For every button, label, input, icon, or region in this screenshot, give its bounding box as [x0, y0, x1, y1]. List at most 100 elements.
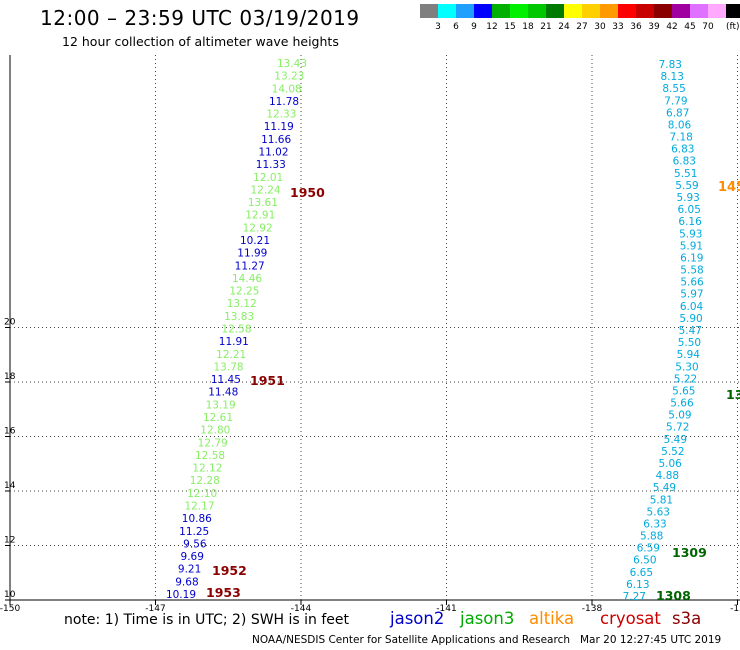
- wave-height-value: 13.23: [274, 71, 304, 83]
- legend-swatch: [420, 4, 438, 18]
- wave-height-value: 6.33: [643, 518, 666, 530]
- wave-height-value: 14.08: [272, 83, 302, 95]
- wave-height-value: 12.79: [198, 437, 228, 449]
- wave-height-value: 6.65: [630, 567, 653, 579]
- credit-line: NOAA/NESDIS Center for Satellite Applica…: [252, 634, 570, 646]
- legend-swatch: [546, 4, 564, 18]
- wave-height-value: 5.63: [647, 506, 670, 518]
- wave-height-value: 6.05: [678, 204, 701, 216]
- legend-label: 30: [594, 22, 606, 32]
- legend-swatch: [618, 4, 636, 18]
- wave-height-value: 7.18: [669, 132, 692, 144]
- wave-height-value: 12.92: [243, 222, 273, 234]
- wave-height-value: 12.17: [184, 501, 214, 513]
- wave-height-value: 12.12: [192, 463, 222, 475]
- east-altimeter-track: 7.838.138.557.796.878.067.186.836.835.51…: [623, 59, 704, 603]
- legend-swatch: [582, 4, 600, 18]
- wave-height-value: 5.50: [678, 337, 701, 349]
- wave-height-value: 6.13: [626, 579, 649, 591]
- wave-height-value: 10.19: [166, 589, 196, 601]
- lat-tick-label: 18: [4, 372, 16, 382]
- wave-height-value: 5.09: [668, 410, 691, 422]
- footer-note: note: 1) Time is in UTC; 2) SWH is in fe…: [64, 612, 350, 628]
- generated-timestamp: Mar 20 12:27:45 UTC 2019: [580, 634, 722, 646]
- wave-height-value: 5.91: [680, 240, 703, 252]
- map-title: 12:00 – 23:59 UTC 03/19/2019: [40, 6, 360, 30]
- grid-lines: [5, 55, 740, 605]
- wave-height-value: 12.91: [245, 210, 275, 222]
- wave-height-value: 8.55: [662, 83, 685, 95]
- legend-label: 36: [630, 22, 642, 32]
- wave-height-value: 9.68: [175, 576, 198, 588]
- wave-height-value: 10.21: [240, 235, 270, 247]
- wave-height-value: 12.25: [229, 286, 259, 298]
- legend-label: 24: [558, 22, 570, 32]
- pass-time-label: 1308: [656, 588, 691, 603]
- wave-height-value: 5.58: [680, 265, 703, 277]
- wave-height-value: 4.88: [656, 470, 679, 482]
- wave-height-value: 11.91: [219, 336, 249, 348]
- wave-height-value: 12.10: [187, 488, 217, 500]
- legend-swatch: [492, 4, 510, 18]
- lat-tick-label: 16: [4, 427, 16, 437]
- wave-height-value: 5.47: [679, 325, 702, 337]
- lon-tick-label: -150: [0, 604, 20, 614]
- wave-height-value: 13.12: [227, 298, 257, 310]
- wave-height-value: 5.49: [653, 482, 676, 494]
- lon-tick-label: -141: [436, 604, 456, 614]
- wave-height-value: 11.02: [258, 147, 288, 159]
- legend-label: 27: [576, 22, 588, 32]
- wave-height-value: 13.61: [248, 197, 278, 209]
- wave-height-value: 11.78: [269, 96, 299, 108]
- wave-height-value: 6.83: [671, 144, 694, 156]
- legend-swatch: [600, 4, 618, 18]
- lon-tick-label: -144: [291, 604, 312, 614]
- wave-height-value: 6.83: [673, 156, 696, 168]
- legend-swatch: [456, 4, 474, 18]
- wave-height-value: 6.16: [678, 216, 702, 228]
- wave-height-value: 13.83: [224, 311, 254, 323]
- legend-label: 70: [702, 22, 714, 32]
- legend-swatch: [510, 4, 528, 18]
- pass-time-labels: 1950 1951 1952 1953 1309 1308 145 13: [206, 180, 740, 603]
- lat-tick-label: 10: [4, 590, 16, 600]
- wave-height-value: 13.78: [214, 361, 244, 373]
- wave-height-value: 12.33: [266, 109, 296, 121]
- wave-height-value: 12.58: [195, 450, 225, 462]
- legend-label: 12: [486, 22, 498, 32]
- legend-swatch: [636, 4, 654, 18]
- wave-height-value: 5.06: [658, 458, 682, 470]
- edge-label: 13: [726, 387, 740, 402]
- wave-height-value: 5.22: [674, 373, 697, 385]
- satellite-jason3: jason3: [460, 609, 515, 628]
- wave-height-value: 7.27: [623, 591, 646, 603]
- wave-height-value: 14.46: [232, 273, 262, 285]
- legend-label: 3: [435, 22, 441, 32]
- wave-height-value: 5.72: [666, 422, 689, 434]
- wave-height-value: 5.51: [674, 168, 697, 180]
- wave-height-value: 5.52: [661, 446, 684, 458]
- wave-height-value: 5.81: [650, 494, 673, 506]
- lat-tick-label: 14: [4, 481, 16, 491]
- pass-time-label: 1950: [290, 185, 325, 200]
- lat-tick-label: 20: [4, 318, 16, 328]
- wave-height-value: 11.25: [179, 526, 209, 538]
- legend-label: 33: [612, 22, 624, 32]
- legend-swatch: [654, 4, 672, 18]
- wave-height-value: 11.45: [211, 374, 241, 386]
- legend-swatch: [726, 4, 740, 18]
- west-altimeter-track: 13.4313.2314.0811.7812.3311.1911.6611.02…: [166, 58, 307, 601]
- wave-height-value: 12.80: [200, 425, 230, 437]
- wave-height-value: 5.93: [676, 192, 699, 204]
- wave-height-value: 12.21: [216, 349, 246, 361]
- wave-height-value: 11.66: [261, 134, 291, 146]
- legend-swatch: [672, 4, 690, 18]
- legend-label: 18: [522, 22, 534, 32]
- wave-height-value: 6.19: [680, 252, 703, 264]
- legend-swatch: [438, 4, 456, 18]
- legend-label: 6: [453, 22, 459, 32]
- legend-label: 39: [648, 22, 660, 32]
- wave-height-value: 11.99: [237, 248, 267, 260]
- pass-time-label: 1951: [250, 373, 285, 388]
